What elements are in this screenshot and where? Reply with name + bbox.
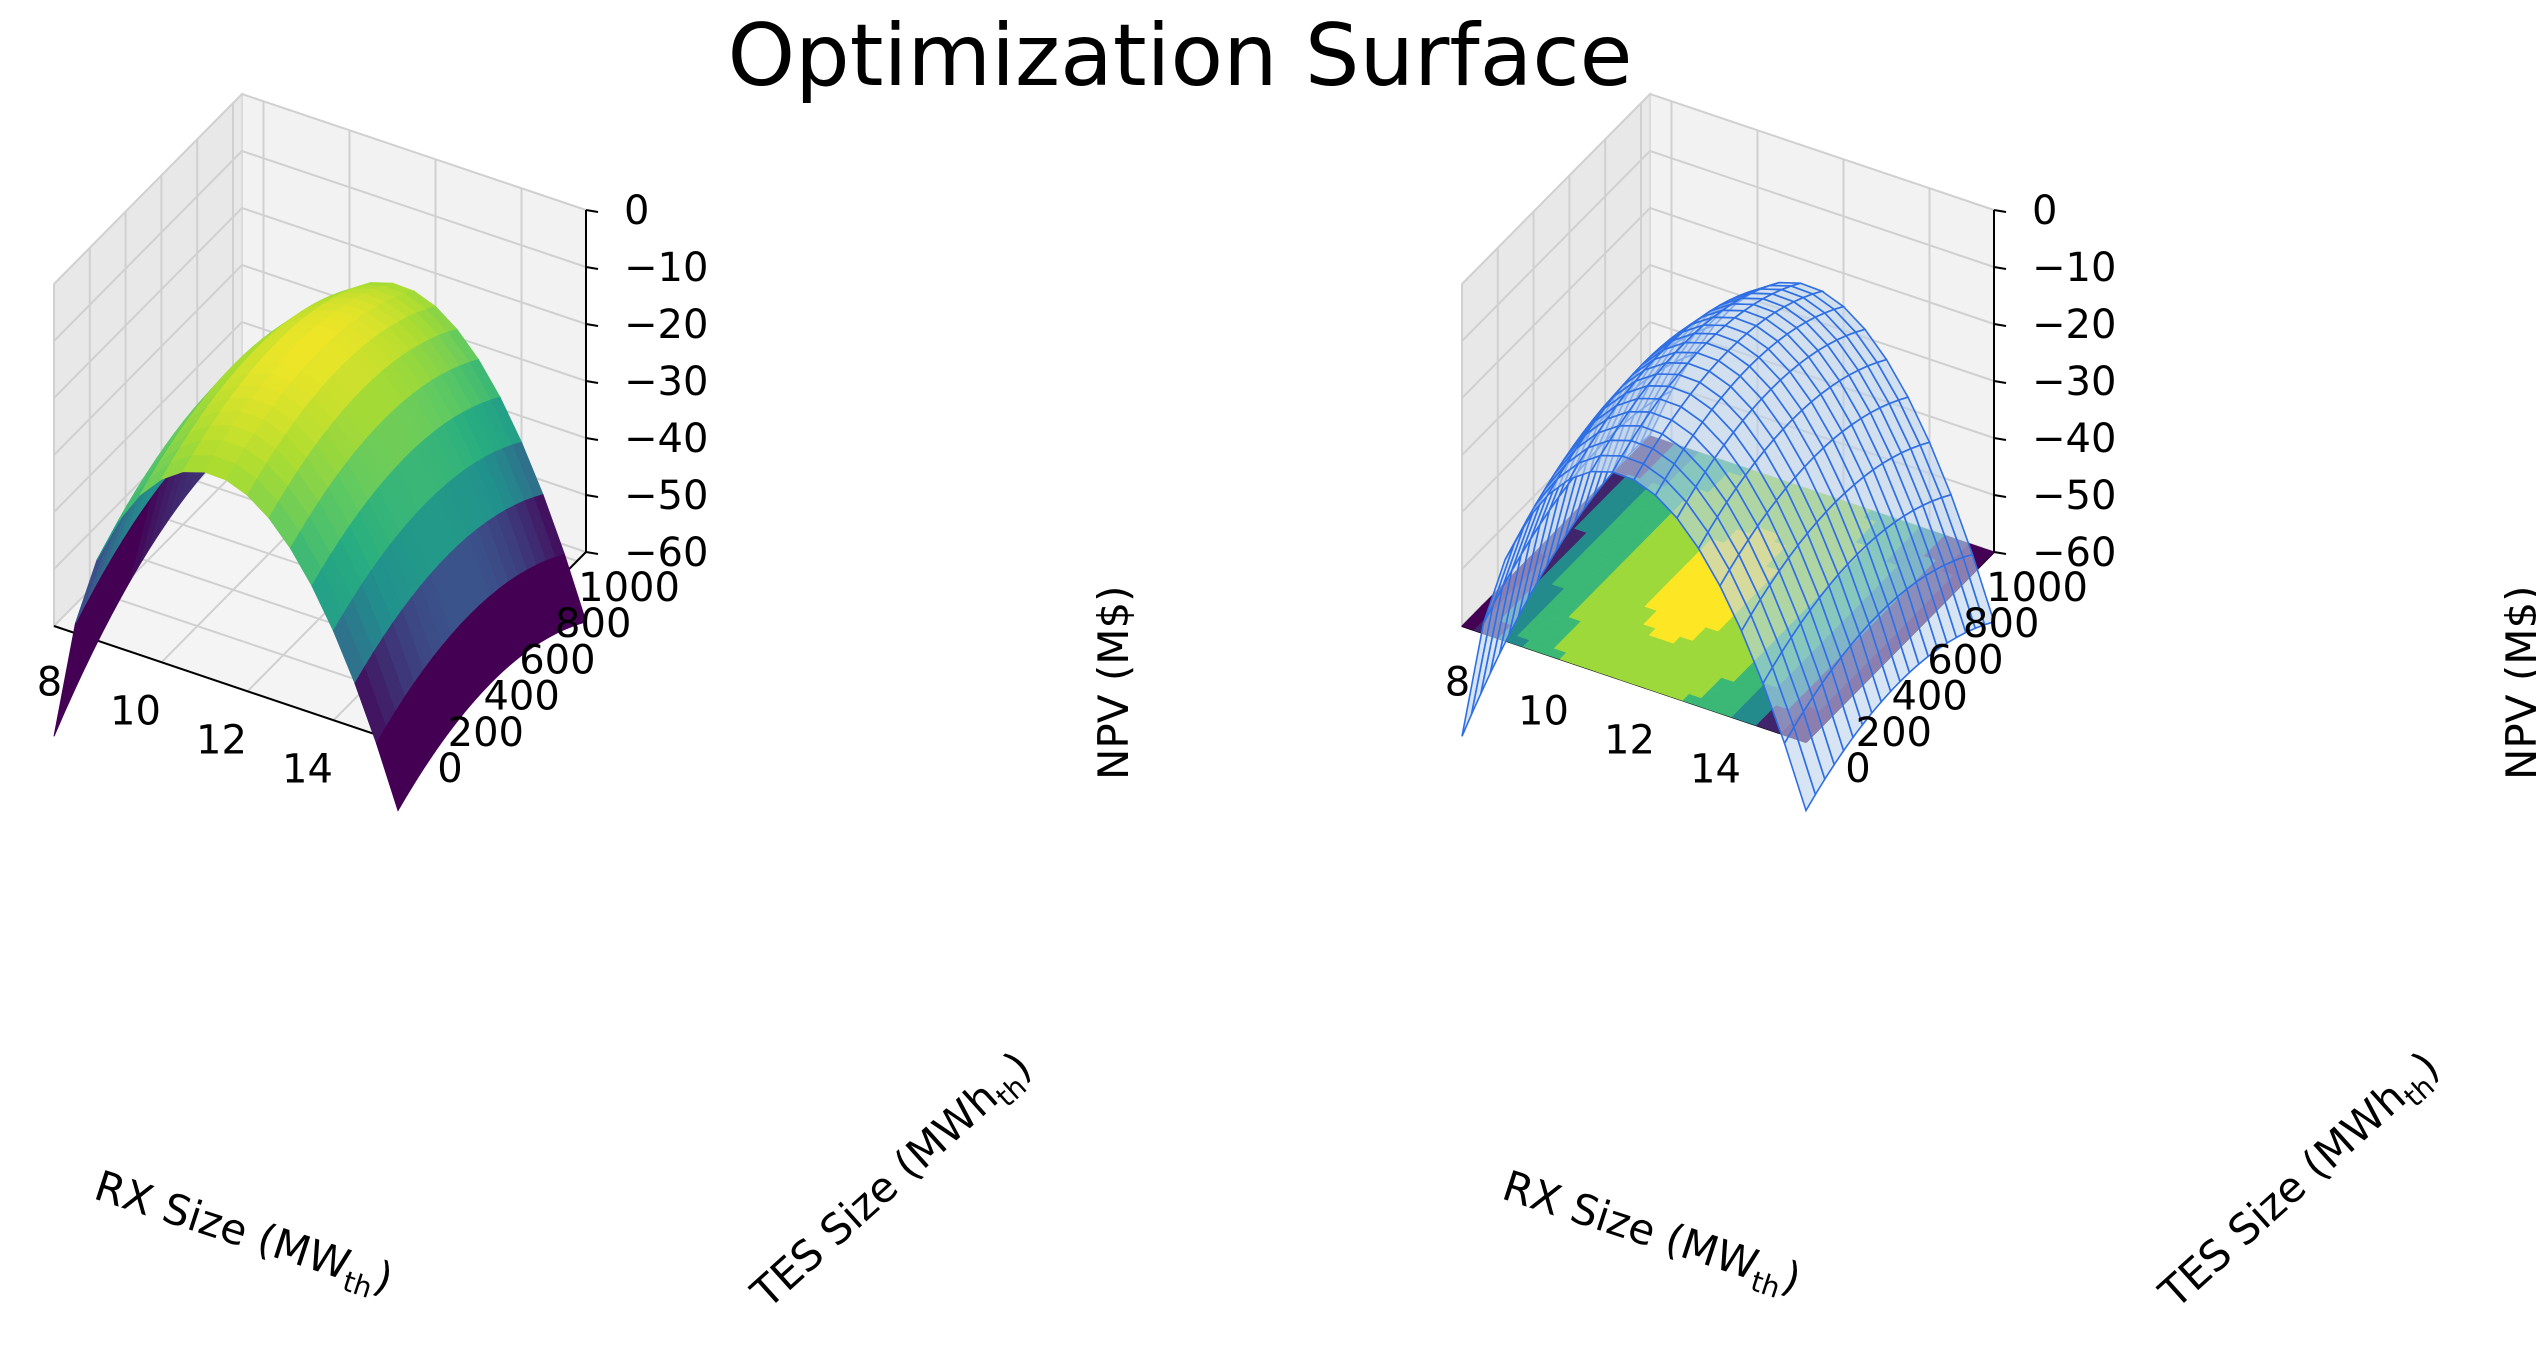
- z-tick-label: −10: [624, 245, 708, 291]
- z-tick-mark: [585, 323, 599, 327]
- x-tick-label: 14: [282, 746, 333, 792]
- z-tick-mark: [1993, 494, 2007, 498]
- z-tick-mark: [1993, 437, 2007, 441]
- y-tick-label: 800: [555, 601, 631, 647]
- z-tick-mark: [585, 551, 599, 555]
- z-tick-mark: [585, 380, 599, 384]
- z-gridline: [53, 92, 587, 285]
- z-tick-label: −30: [2032, 359, 2116, 405]
- z-tick-label: 0: [2032, 188, 2057, 234]
- x-axis-label-main: RX Size (MW: [89, 1161, 356, 1290]
- y-tick-label: 800: [1963, 601, 2039, 647]
- z-gridline: [1461, 149, 1995, 342]
- z-tick-mark: [1993, 209, 2007, 213]
- z-tick-label: −60: [2032, 530, 2116, 576]
- y-tick-label: 1000: [1986, 565, 2088, 611]
- z-tick-label: −10: [2032, 245, 2116, 291]
- z-tick-label: −40: [2032, 416, 2116, 462]
- z-gridline: [1461, 206, 1995, 399]
- y-tick-label: 1000: [578, 565, 680, 611]
- y-axis-label-main: TES Size (MWh: [2149, 1072, 2415, 1318]
- z-tick-label: −20: [624, 302, 708, 348]
- x-axis-label-main: RX Size (MW: [1497, 1161, 1764, 1290]
- z-axis-label: NPV (M$): [1089, 585, 1138, 780]
- z-tick-label: −40: [624, 416, 708, 462]
- y-tick-label: 0: [437, 746, 462, 792]
- z-tick-label: −20: [2032, 302, 2116, 348]
- y-tick-label: 600: [1927, 637, 2003, 683]
- z-tick-mark: [585, 209, 599, 213]
- z-tick-mark: [1993, 380, 2007, 384]
- z-tick-label: −50: [2032, 473, 2116, 519]
- z-tick-mark: [1993, 551, 2007, 555]
- z-gridline: [1461, 92, 1995, 285]
- figure-title: Optimization Surface: [727, 6, 1633, 106]
- z-tick-mark: [585, 266, 599, 270]
- x-tick-label: 10: [1518, 688, 1569, 734]
- z-tick-label: −30: [624, 359, 708, 405]
- x-tick-label: 12: [1604, 717, 1655, 763]
- y-axis-label: TES Size (MWhth): [2149, 1042, 2453, 1324]
- z-tick-label: −50: [624, 473, 708, 519]
- y-tick-label: 600: [519, 637, 595, 683]
- z-gridline: [53, 149, 587, 342]
- z-gridline: [53, 206, 587, 399]
- z-axis-label: NPV (M$): [2497, 585, 2536, 780]
- x-tick-label: 10: [110, 688, 161, 734]
- y-tick-label: 400: [1891, 674, 1967, 720]
- z-gridline: [1461, 263, 1995, 456]
- y-tick-label: 200: [448, 710, 524, 756]
- z-tick-mark: [585, 437, 599, 441]
- x-axis-line: [53, 625, 399, 743]
- x-tick-label: 14: [1690, 746, 1741, 792]
- x-axis-label: RX Size (MWth): [1495, 1161, 1807, 1310]
- z-tick-label: 0: [624, 188, 649, 234]
- y-tick-label: 0: [1845, 746, 1870, 792]
- y-tick-label: 200: [1856, 710, 1932, 756]
- x-tick-label: 12: [196, 717, 247, 763]
- x-axis-label: RX Size (MWth): [87, 1161, 399, 1310]
- y-axis-label: TES Size (MWhth): [741, 1042, 1045, 1324]
- z-tick-mark: [1993, 323, 2007, 327]
- z-tick-label: −60: [624, 530, 708, 576]
- z-tick-mark: [1993, 266, 2007, 270]
- y-axis-label-main: TES Size (MWh: [741, 1072, 1007, 1318]
- y-tick-label: 400: [483, 674, 559, 720]
- x-tick-label: 8: [37, 659, 62, 705]
- x-tick-label: 8: [1445, 659, 1470, 705]
- z-tick-mark: [585, 494, 599, 498]
- wireframe-cell: [1783, 725, 1817, 813]
- z-gridline: [53, 263, 587, 456]
- surface-cell: [375, 726, 408, 812]
